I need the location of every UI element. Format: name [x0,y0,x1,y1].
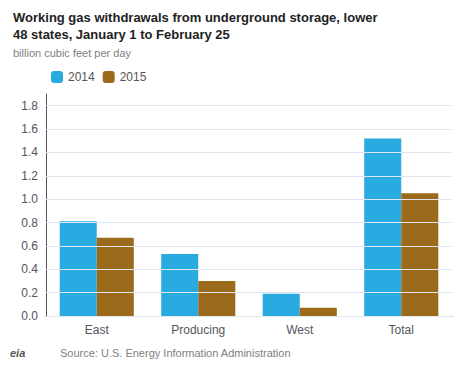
svg-text:1.4: 1.4 [21,145,38,159]
svg-text:48 states, January 1 to Februa: 48 states, January 1 to February 25 [13,27,230,42]
svg-text:Working gas withdrawals from u: Working gas withdrawals from underground… [13,10,378,25]
svg-text:billion cubic feet per day: billion cubic feet per day [13,47,132,59]
svg-text:0.8: 0.8 [21,216,38,230]
svg-text:eia: eia [10,347,25,359]
svg-text:2014: 2014 [68,70,95,84]
svg-text:1.2: 1.2 [21,169,38,183]
svg-text:0.6: 0.6 [21,239,38,253]
svg-text:1.8: 1.8 [21,99,38,113]
svg-text:0.0: 0.0 [21,309,38,323]
svg-text:1.0: 1.0 [21,192,38,206]
svg-text:1.6: 1.6 [21,122,38,136]
svg-text:0.2: 0.2 [21,286,38,300]
svg-text:0.4: 0.4 [21,262,38,276]
svg-text:West: West [286,323,314,337]
svg-text:2015: 2015 [120,70,147,84]
svg-text:Producing: Producing [171,323,225,337]
svg-text:East: East [85,323,110,337]
svg-text:Source: U.S. Energy Informatio: Source: U.S. Energy Information Administ… [60,347,291,359]
svg-text:Total: Total [389,323,414,337]
